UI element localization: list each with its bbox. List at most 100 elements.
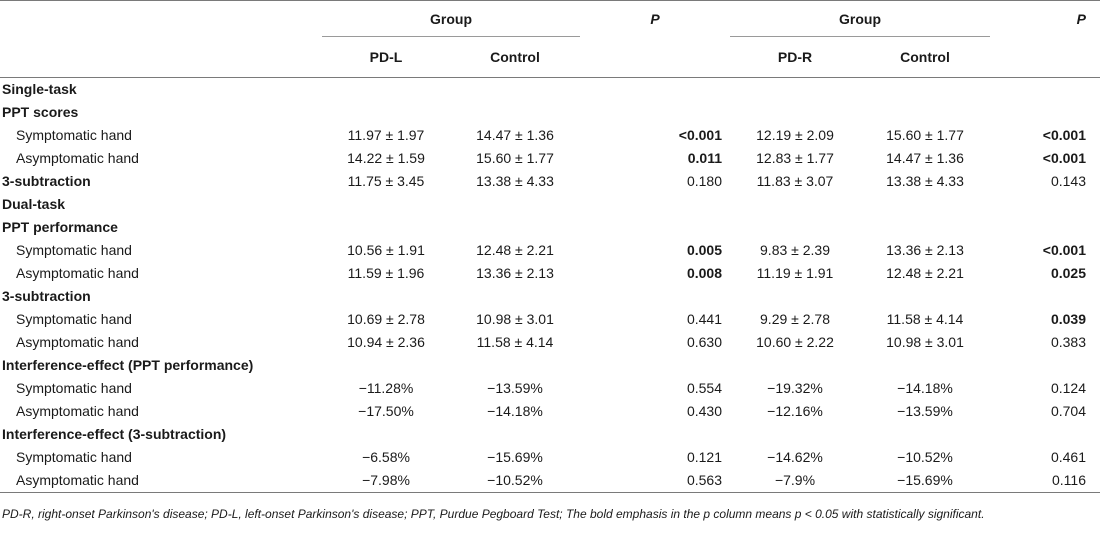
cell-p-left: 0.554	[686, 380, 722, 396]
cell-control-right: −15.69%	[897, 472, 953, 488]
table-row: Asymptomatic hand 14.22 ± 1.59 15.60 ± 1.7…	[0, 147, 1100, 170]
cell-control-left: 12.48 ± 2.21	[476, 242, 554, 258]
row-label: Symptomatic hand	[16, 380, 132, 396]
cell-control-left: 13.36 ± 2.13	[476, 265, 554, 281]
subheader-blank	[0, 37, 322, 78]
cell-pdl: −6.58%	[362, 449, 410, 465]
cell-pdl: 11.59 ± 1.96	[347, 265, 425, 281]
cell-control-right: 12.48 ± 2.21	[886, 265, 964, 281]
table-row: Single-task	[0, 78, 1100, 102]
results-table: Group P Group P PD-L Control PD-R Contro…	[0, 0, 1100, 493]
row-label: Asymptomatic hand	[16, 403, 139, 419]
cell-pdr: 9.83 ± 2.39	[760, 242, 830, 258]
cell-p-right: 0.461	[1050, 449, 1086, 465]
cell-pdl: 11.97 ± 1.97	[347, 127, 425, 143]
section-label: Single-task	[2, 81, 77, 97]
cell-pdl: 10.94 ± 2.36	[347, 334, 425, 350]
section-label: Dual-task	[2, 196, 66, 212]
cell-p-right: 0.025	[1050, 265, 1086, 281]
cell-control-right: 15.60 ± 1.77	[886, 127, 964, 143]
cell-pdl: 11.75 ± 3.45	[347, 173, 425, 189]
cell-p-left: 0.441	[686, 311, 722, 327]
cell-p-left: 0.005	[686, 242, 722, 258]
group-right-underline	[730, 36, 990, 37]
cell-pdr: 11.19 ± 1.91	[756, 265, 834, 281]
table-row: 3-subtraction 11.75 ± 3.45 13.38 ± 4.33 0.1…	[0, 170, 1100, 193]
cell-control-left: 15.60 ± 1.77	[476, 150, 554, 166]
p-left-header: P	[650, 11, 660, 27]
cell-p-right: 0.039	[1050, 311, 1086, 327]
cell-pdr: 12.19 ± 2.09	[756, 127, 834, 143]
col-pdl: PD-L	[369, 49, 403, 65]
table-row: Symptomatic hand 10.69 ± 2.78 10.98 ± 3.01…	[0, 308, 1100, 331]
cell-p-left: 0.011	[687, 150, 722, 166]
cell-pdl: −17.50%	[358, 403, 414, 419]
cell-p-right: 0.704	[1050, 403, 1086, 419]
section-label: Interference-effect (PPT performance)	[2, 357, 254, 373]
table-row: Symptomatic hand 11.97 ± 1.97 14.47 ± 1.36…	[0, 124, 1100, 147]
row-label: Symptomatic hand	[16, 449, 132, 465]
row-label: Asymptomatic hand	[16, 334, 139, 350]
table-row: Asymptomatic hand 11.59 ± 1.96 13.36 ± 2.1…	[0, 262, 1100, 285]
cell-control-left: 10.98 ± 3.01	[476, 311, 554, 327]
subheader-p-right-blank	[990, 37, 1100, 78]
cell-p-left: <0.001	[678, 127, 722, 143]
section-label: PPT scores	[2, 104, 79, 120]
cell-p-right: <0.001	[1042, 127, 1086, 143]
cell-pdr: −14.62%	[767, 449, 823, 465]
cell-control-right: 10.98 ± 3.01	[886, 334, 964, 350]
table-footnote: PD-R, right-onset Parkinson's disease; P…	[2, 507, 985, 521]
cell-p-right: <0.001	[1042, 150, 1086, 166]
cell-control-left: 11.58 ± 4.14	[476, 334, 554, 350]
cell-control-right: −14.18%	[897, 380, 953, 396]
p-right-header: P	[1076, 11, 1086, 27]
header-blank	[0, 1, 322, 38]
col-pdr: PD-R	[777, 49, 813, 65]
section-label: 3-subtraction	[2, 173, 91, 189]
table-row: Symptomatic hand −11.28% −13.59% 0.554 −19.3…	[0, 377, 1100, 400]
col-control-right: Control	[900, 49, 950, 65]
cell-pdr: −12.16%	[767, 403, 823, 419]
table-row: Interference-effect (3-subtraction)	[0, 423, 1100, 446]
cell-control-right: 13.38 ± 4.33	[886, 173, 964, 189]
table-row: Symptomatic hand −6.58% −15.69% 0.121 −14.62…	[0, 446, 1100, 469]
cell-control-left: −13.59%	[487, 380, 543, 396]
cell-p-right: <0.001	[1042, 242, 1086, 258]
cell-p-right: 0.124	[1050, 380, 1086, 396]
table-row: Symptomatic hand 10.56 ± 1.91 12.48 ± 2.21…	[0, 239, 1100, 262]
subheader-p-left-blank	[580, 37, 730, 78]
cell-control-right: 11.58 ± 4.14	[886, 311, 964, 327]
group-left-underline	[322, 36, 580, 37]
cell-p-left: 0.430	[686, 403, 722, 419]
cell-pdr: 10.60 ± 2.22	[756, 334, 834, 350]
table-row: 3-subtraction	[0, 285, 1100, 308]
table-body: Single-task PPT scores Symptomatic hand 11.…	[0, 78, 1100, 493]
cell-pdr: 11.83 ± 3.07	[756, 173, 834, 189]
cell-p-right: 0.116	[1052, 472, 1086, 488]
cell-p-left: 0.630	[686, 334, 722, 350]
table-row: Asymptomatic hand −7.98% −10.52% 0.563 −7.9%…	[0, 469, 1100, 493]
row-label: Asymptomatic hand	[16, 265, 139, 281]
cell-p-left: 0.180	[686, 173, 722, 189]
cell-pdr: −7.9%	[774, 472, 816, 488]
cell-p-right: 0.143	[1050, 173, 1086, 189]
cell-pdr: −19.32%	[767, 380, 823, 396]
cell-p-left: 0.121	[686, 449, 722, 465]
cell-pdl: 10.69 ± 2.78	[347, 311, 425, 327]
group-right-label: Group	[839, 11, 881, 27]
cell-control-left: −10.52%	[487, 472, 543, 488]
col-control-left: Control	[490, 49, 540, 65]
cell-p-left: 0.008	[686, 265, 722, 281]
cell-p-left: 0.563	[686, 472, 722, 488]
group-right-header: Group	[730, 1, 990, 37]
cell-control-right: 14.47 ± 1.36	[886, 150, 964, 166]
cell-pdl: 10.56 ± 1.91	[347, 242, 425, 258]
table-header: Group P Group P PD-L Control PD-R Contro…	[0, 0, 1100, 78]
table-row: PPT performance	[0, 216, 1100, 239]
group-left-label: Group	[430, 11, 472, 27]
cell-pdr: 12.83 ± 1.77	[756, 150, 834, 166]
section-label: Interference-effect (3-subtraction)	[2, 426, 227, 442]
cell-control-left: 14.47 ± 1.36	[476, 127, 554, 143]
cell-control-left: −15.69%	[487, 449, 543, 465]
